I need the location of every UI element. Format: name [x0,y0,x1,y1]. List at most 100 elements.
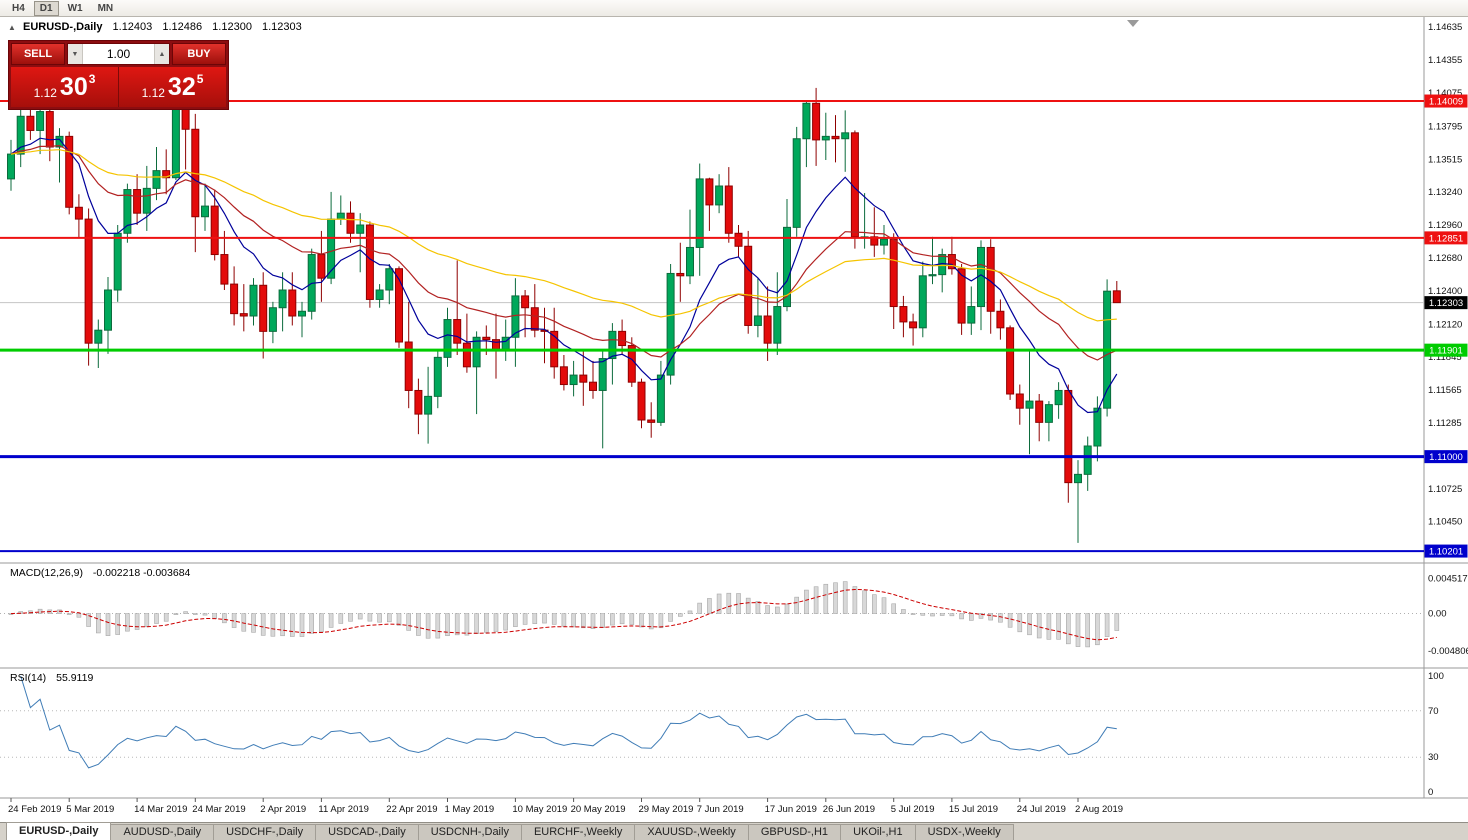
sell-button[interactable]: SELL [11,43,65,65]
macd-header: MACD(12,26,9) -0.002218 -0.003684 [10,567,190,579]
trade-panel-prices: 1.12 30 3 1.12 32 5 [11,67,226,107]
trade-panel-toggle-icon[interactable]: ▲ [8,23,16,32]
svg-text:1.13240: 1.13240 [1428,187,1462,198]
chart-tab-xauusd-weekly[interactable]: XAUUSD-,Weekly [634,824,749,840]
period-toolbar: H4 D1 W1 MN [0,0,1468,17]
ohlc-low: 1.12300 [212,21,252,33]
volume-down-icon: ▼ [71,50,79,58]
trade-panel-top-row: SELL ▼ 1.00 ▲ BUY [11,43,226,65]
svg-text:1.12960: 1.12960 [1428,220,1462,231]
svg-text:1.14009: 1.14009 [1429,97,1463,108]
price-axis: 1.14635 1.14355 1.14075 1.13795 1.13515 1.132… [1428,22,1462,528]
svg-text:15 Jul 2019: 15 Jul 2019 [949,804,998,815]
svg-text:1.13795: 1.13795 [1428,121,1462,132]
svg-text:11 Apr 2019: 11 Apr 2019 [318,804,369,815]
svg-text:1.14075: 1.14075 [1428,88,1462,99]
date-axis: 24 Feb 2019 5 Mar 2019 14 Mar 2019 24 Mar 2… [8,798,1123,815]
svg-text:1.14635: 1.14635 [1428,22,1462,33]
svg-text:70: 70 [1428,706,1439,717]
volume-increase-button[interactable]: ▲ [154,44,169,64]
svg-text:0.004517: 0.004517 [1428,573,1468,584]
svg-text:7 Jun 2019: 7 Jun 2019 [697,804,744,815]
timeframe-button-w1[interactable]: W1 [67,2,83,14]
chart-tab-eurchf-weekly[interactable]: EURCHF-,Weekly [520,824,636,840]
buy-price-prefix: 1.12 [141,86,165,100]
svg-text:1.11565: 1.11565 [1428,385,1462,396]
ohlc-close: 1.12303 [262,21,302,33]
svg-text:1.12400: 1.12400 [1428,286,1462,297]
svg-text:1.14355: 1.14355 [1428,55,1462,66]
svg-text:2 Aug 2019: 2 Aug 2019 [1075,804,1123,815]
macd-title: MACD(12,26,9) [10,567,83,579]
svg-text:2 Apr 2019: 2 Apr 2019 [260,804,306,815]
svg-text:24 Feb 2019: 24 Feb 2019 [8,804,61,815]
svg-text:1.12120: 1.12120 [1428,319,1462,330]
svg-text:24 Jul 2019: 24 Jul 2019 [1017,804,1066,815]
svg-text:26 Jun 2019: 26 Jun 2019 [823,804,875,815]
chart-tabbar: EURUSD-,Daily AUDUSD-,Daily USDCHF-,Daily U… [0,822,1468,840]
chart-tab-eurusd-daily[interactable]: EURUSD-,Daily [6,822,112,840]
timeframe-button-mn[interactable]: MN [97,2,114,14]
svg-text:30: 30 [1428,752,1439,763]
svg-text:1.11901: 1.11901 [1429,346,1463,357]
ohlc-open: 1.12403 [112,21,153,33]
svg-text:-0.004806: -0.004806 [1428,646,1468,657]
volume-value[interactable]: 1.00 [106,47,131,61]
rsi-title: RSI(14) [10,672,47,684]
macd-layer: 0.004517 0.00 -0.004806 [0,573,1468,657]
svg-text:0: 0 [1428,787,1433,798]
svg-text:20 May 2019: 20 May 2019 [571,804,626,815]
rsi-layer: 100 70 30 0 [0,671,1444,798]
buy-price-sup: 5 [196,72,204,86]
buy-button[interactable]: BUY [172,43,226,65]
svg-text:1.12851: 1.12851 [1429,233,1463,244]
sell-price-sup: 3 [88,72,96,86]
svg-text:1.10725: 1.10725 [1428,484,1462,495]
svg-text:1.10450: 1.10450 [1428,517,1462,528]
sell-price-big: 30 [59,73,88,101]
chart-tab-gbpusd-h1[interactable]: GBPUSD-,H1 [747,824,842,840]
volume-input[interactable]: ▼ 1.00 ▲ [67,43,170,65]
svg-text:0.00: 0.00 [1428,609,1447,620]
svg-text:1.11000: 1.11000 [1429,452,1463,463]
chart-tab-usdcad-daily[interactable]: USDCAD-,Daily [315,824,419,840]
ohlc-high: 1.12486 [162,21,203,33]
symbol-period-label: EURUSD-,Daily [22,21,103,33]
chart-canvas[interactable]: 1.14635 1.14355 1.14075 1.13795 1.13515 1.132… [0,0,1468,822]
one-click-trading-panel: SELL ▼ 1.00 ▲ BUY 1.12 30 3 1.12 32 5 [8,40,229,110]
svg-text:100: 100 [1428,671,1444,682]
svg-text:17 Jun 2019: 17 Jun 2019 [765,804,817,815]
svg-text:1.12680: 1.12680 [1428,253,1462,264]
pane-dividers [0,17,1468,799]
svg-text:1 May 2019: 1 May 2019 [445,804,495,815]
svg-text:1.12303: 1.12303 [1429,298,1463,309]
chart-tab-audusd-daily[interactable]: AUDUSD-,Daily [110,824,215,840]
moving-averages-layer [10,137,1118,414]
rsi-header: RSI(14) 55.9119 [10,672,93,684]
buy-price-big: 32 [167,73,196,101]
horizontal-lines-layer [0,100,1424,553]
macd-values: -0.002218 -0.003684 [92,567,191,579]
svg-text:1.13515: 1.13515 [1428,154,1462,165]
chart-shift-marker-icon[interactable] [1127,20,1139,27]
volume-decrease-button[interactable]: ▼ [68,44,83,64]
sell-price-prefix: 1.12 [33,86,57,100]
svg-text:5 Jul 2019: 5 Jul 2019 [891,804,935,815]
chart-tab-usdx-weekly[interactable]: USDX-,Weekly [914,824,1014,840]
sell-price-display[interactable]: 1.12 30 3 [11,67,119,107]
svg-text:5 Mar 2019: 5 Mar 2019 [66,804,114,815]
timeframe-button-d1[interactable]: D1 [33,0,59,16]
timeframe-button-h4[interactable]: H4 [12,2,25,14]
svg-text:1.10201: 1.10201 [1429,547,1463,558]
svg-text:1.11845: 1.11845 [1428,352,1462,363]
svg-text:22 Apr 2019: 22 Apr 2019 [386,804,437,815]
chart-title: ▲ EURUSD-,Daily 1.12403 1.12486 1.12300 … [8,21,302,33]
buy-price-display[interactable]: 1.12 32 5 [119,67,226,107]
chart-tab-usdchf-daily[interactable]: USDCHF-,Daily [213,824,317,840]
volume-up-icon: ▲ [158,50,166,58]
chart-tab-usdcnh-daily[interactable]: USDCNH-,Daily [417,824,522,840]
chart-tab-ukoil-h1[interactable]: UKOil-,H1 [840,824,916,840]
svg-text:24 Mar 2019: 24 Mar 2019 [192,804,245,815]
svg-text:29 May 2019: 29 May 2019 [639,804,694,815]
